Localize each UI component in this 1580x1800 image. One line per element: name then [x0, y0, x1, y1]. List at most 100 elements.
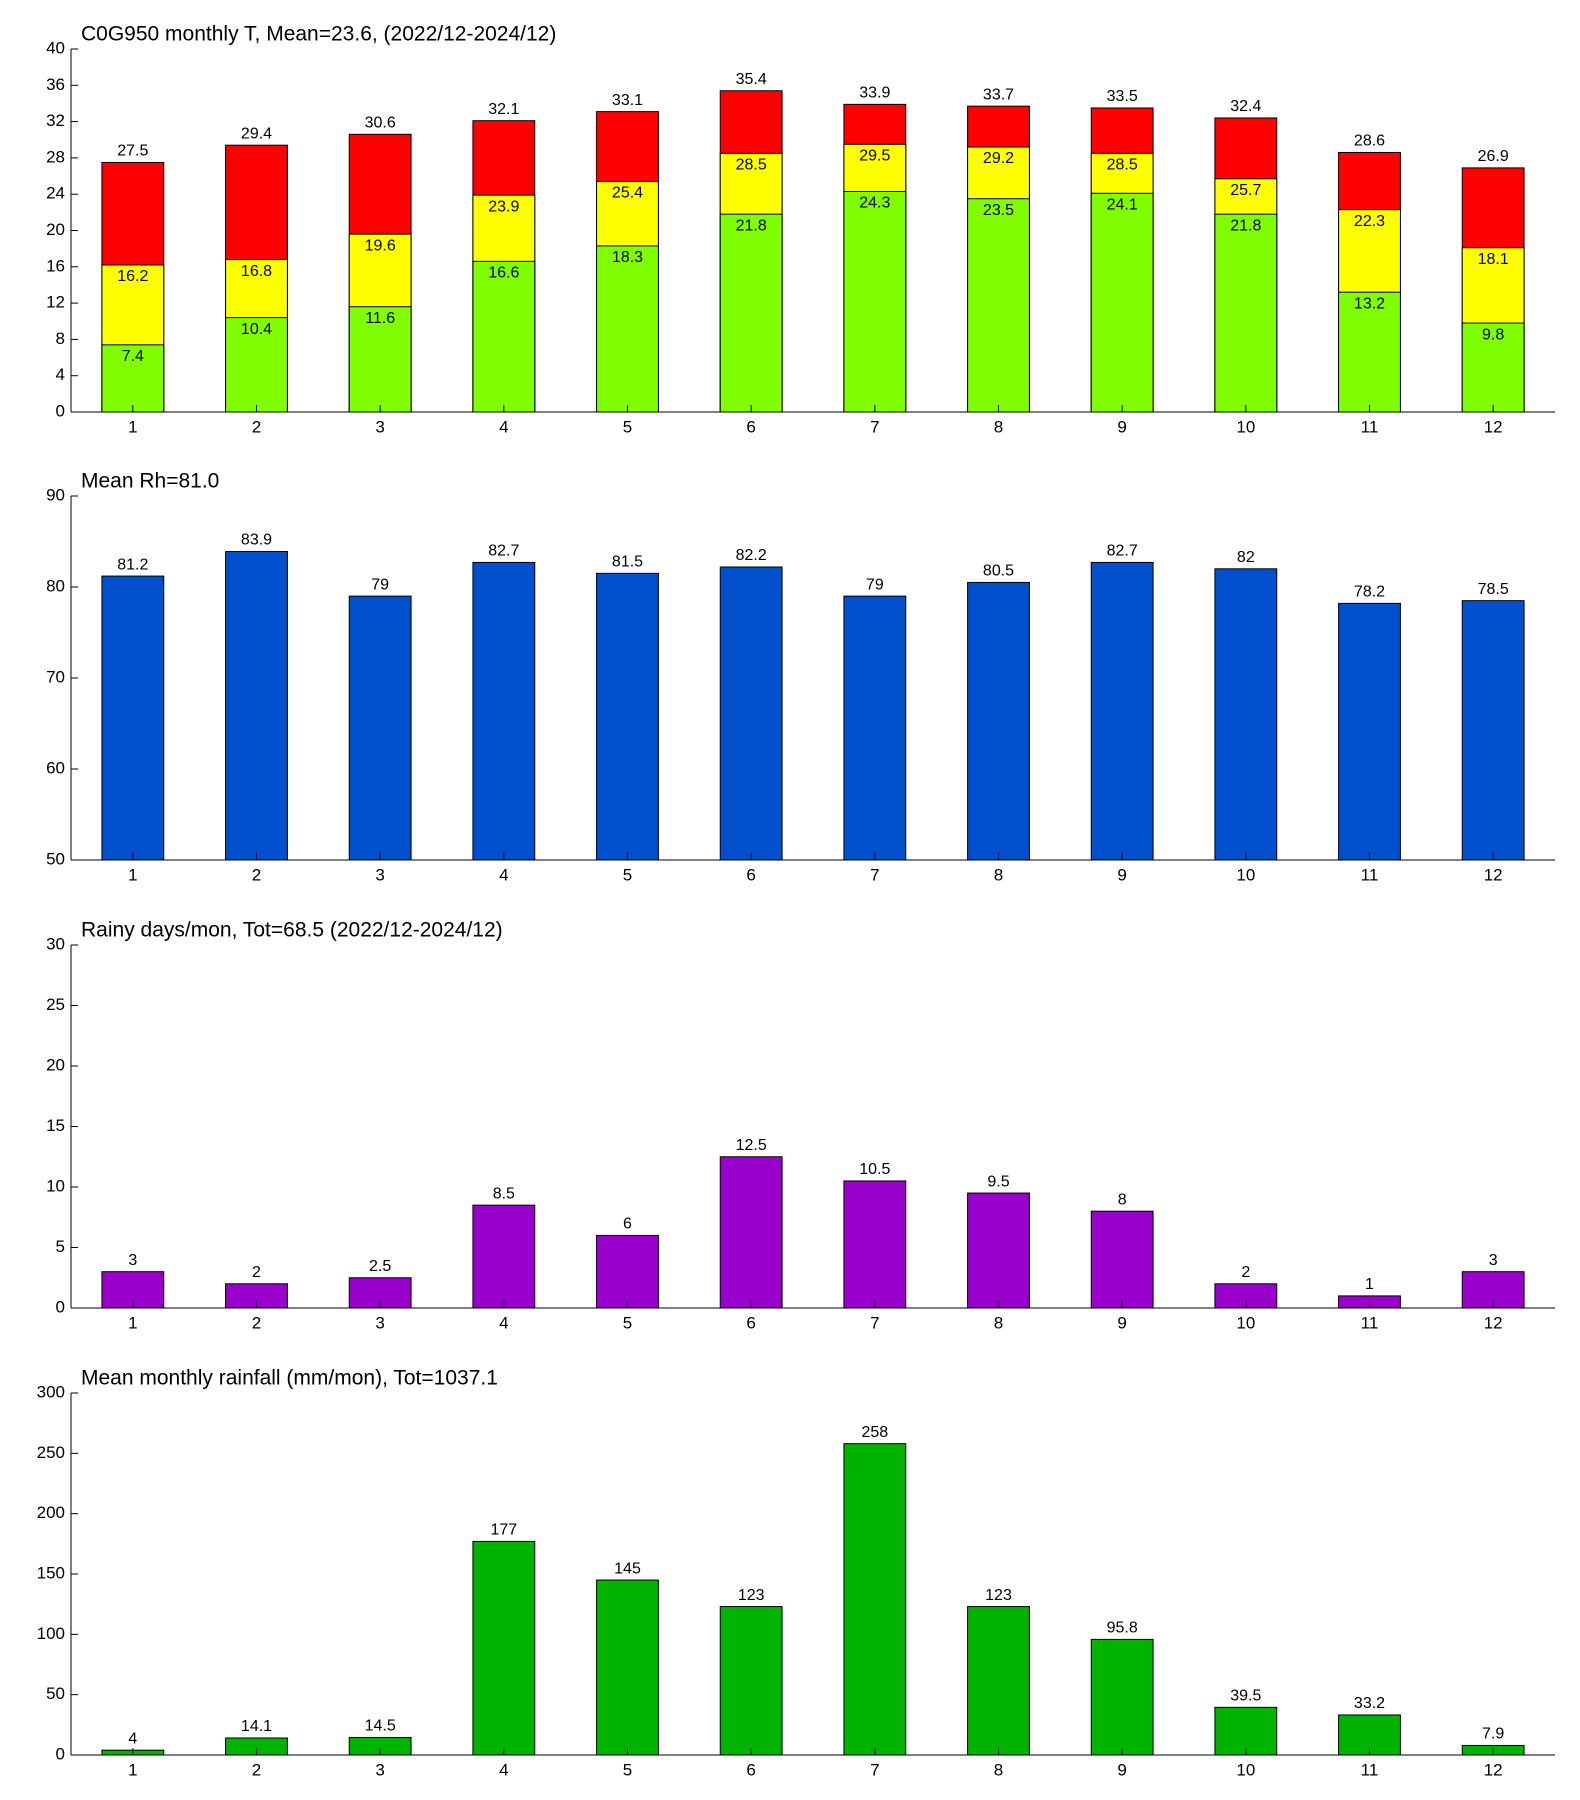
value-label: 33.5	[1107, 88, 1138, 105]
bar	[967, 581, 1030, 861]
value-label: 29.2	[983, 150, 1014, 167]
value-label: 7.4	[122, 348, 144, 365]
y-tick-label: 28	[46, 147, 65, 166]
bar	[719, 566, 783, 861]
bar	[843, 1443, 907, 1756]
bar	[596, 1234, 659, 1309]
value-label: 24.1	[1107, 197, 1138, 214]
y-tick-label: 32	[46, 111, 65, 130]
y-tick-label: 100	[37, 1624, 65, 1643]
x-tick-label: 9	[1117, 417, 1126, 436]
value-label: 79	[371, 576, 389, 593]
value-label: 7.9	[1482, 1726, 1504, 1743]
value-label: 83.9	[241, 532, 272, 549]
bar	[348, 306, 412, 413]
bar	[348, 595, 412, 861]
value-label: 82.7	[488, 543, 519, 560]
value-label: 12.5	[736, 1137, 767, 1154]
value-label: 39.5	[1230, 1688, 1261, 1705]
y-tick-label: 80	[46, 576, 65, 595]
y-tick-label: 12	[46, 293, 65, 312]
value-label: 29.4	[241, 125, 272, 142]
bar	[472, 1204, 536, 1309]
bar	[719, 213, 783, 413]
y-tick-label: 150	[37, 1563, 65, 1582]
x-tick-label: 10	[1236, 1760, 1255, 1779]
value-label: 35.4	[736, 71, 767, 88]
y-tick-label: 8	[56, 329, 65, 348]
bar	[596, 245, 659, 413]
x-tick-label: 6	[746, 1760, 755, 1779]
bar	[1338, 291, 1401, 413]
value-label: 33.9	[859, 85, 890, 102]
value-label: 10.4	[241, 321, 272, 338]
x-tick-label: 9	[1117, 865, 1126, 884]
value-label: 21.8	[1230, 217, 1261, 234]
x-tick-label: 12	[1484, 417, 1503, 436]
value-label: 82.7	[1107, 543, 1138, 560]
bar	[967, 1192, 1030, 1309]
value-label: 33.1	[612, 92, 643, 109]
x-tick-label: 5	[623, 1760, 632, 1779]
bar	[225, 551, 288, 861]
y-tick-label: 25	[46, 995, 65, 1014]
bar	[1090, 1638, 1154, 1756]
value-label: 9.8	[1482, 326, 1504, 343]
x-tick-label: 7	[870, 865, 879, 884]
value-label: 16.6	[488, 265, 519, 282]
y-tick-label: 20	[46, 1055, 65, 1074]
value-label: 19.6	[365, 237, 396, 254]
bar	[225, 1283, 288, 1309]
value-label: 33.2	[1354, 1695, 1385, 1712]
value-label: 2	[1241, 1264, 1250, 1281]
value-label: 28.5	[736, 157, 767, 174]
value-label: 14.1	[241, 1718, 272, 1735]
x-tick-label: 6	[746, 417, 755, 436]
value-label: 28.5	[1107, 157, 1138, 174]
chart-title: Mean Rh=81.0	[81, 470, 219, 493]
bar	[719, 1606, 783, 1756]
y-tick-label: 60	[46, 758, 65, 777]
y-tick-label: 90	[46, 485, 65, 504]
y-tick-label: 20	[46, 220, 65, 239]
x-tick-label: 5	[623, 417, 632, 436]
value-label: 82	[1237, 549, 1255, 566]
x-tick-label: 1	[128, 1313, 137, 1332]
y-tick-label: 4	[56, 365, 65, 384]
x-tick-label: 11	[1361, 1313, 1379, 1332]
x-tick-label: 7	[870, 1760, 879, 1779]
y-tick-label: 15	[46, 1116, 65, 1135]
bar	[101, 575, 165, 861]
value-label: 1	[1365, 1276, 1374, 1293]
x-tick-label: 4	[499, 1313, 508, 1332]
value-label: 8	[1118, 1191, 1127, 1208]
y-tick-label: 200	[37, 1503, 65, 1522]
x-tick-label: 12	[1484, 1760, 1503, 1779]
value-label: 78.5	[1478, 581, 1509, 598]
bar	[596, 1579, 659, 1756]
x-tick-label: 11	[1361, 417, 1379, 436]
value-label: 2	[252, 1264, 261, 1281]
bar	[472, 260, 536, 413]
bar	[1461, 322, 1525, 413]
value-label: 123	[985, 1587, 1012, 1604]
value-label: 32.1	[488, 101, 519, 118]
x-tick-label: 4	[499, 865, 508, 884]
x-tick-label: 9	[1117, 1313, 1126, 1332]
value-label: 177	[490, 1522, 517, 1539]
bar	[843, 190, 907, 413]
x-tick-label: 1	[128, 865, 137, 884]
x-tick-label: 2	[252, 1760, 261, 1779]
value-label: 95.8	[1107, 1620, 1138, 1637]
value-label: 3	[1489, 1252, 1498, 1269]
bar	[843, 1180, 907, 1309]
value-label: 22.3	[1354, 213, 1385, 230]
value-label: 9.5	[987, 1173, 1009, 1190]
value-label: 80.5	[983, 563, 1014, 580]
value-label: 81.5	[612, 554, 643, 571]
bar	[1214, 568, 1278, 861]
y-tick-label: 5	[56, 1237, 65, 1256]
value-label: 33.7	[983, 86, 1014, 103]
value-label: 25.4	[612, 185, 643, 202]
bar	[719, 1156, 783, 1309]
